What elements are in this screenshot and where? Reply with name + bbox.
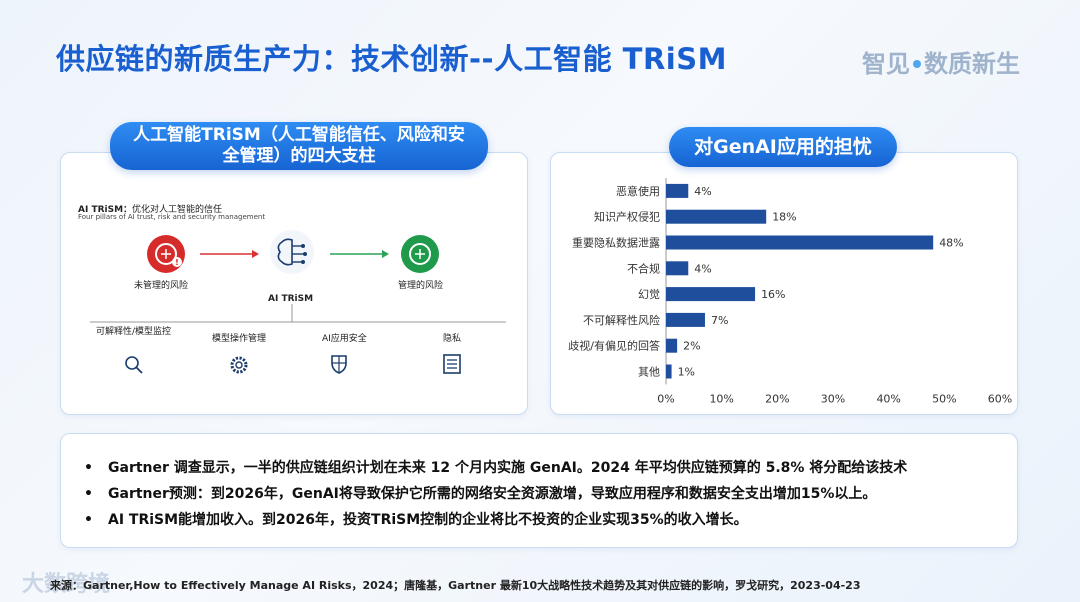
trism-pillars-pill: 人工智能TRiSM（人工智能信任、风险和安 全管理）的四大支柱 xyxy=(110,122,488,170)
chart-x-tick: 40% xyxy=(876,392,900,405)
chart-value-label: 4% xyxy=(694,262,711,275)
chart-bar xyxy=(666,183,689,198)
gear-icon xyxy=(230,356,248,374)
genai-concerns-chart: 恶意使用 4% 知识产权侵犯 18% 重要隐私数据泄露 48% 不合规 4% 幻觉 16% 不可解释… xyxy=(568,178,1012,405)
bullet-list: Gartner 调查显示，一半的供应链组织计划在未来 12 个月内实施 GenA… xyxy=(84,455,1004,533)
chart-x-tick: 30% xyxy=(821,392,845,405)
red-arrow-icon xyxy=(200,250,259,258)
node-managed-risk: 管理的风险 xyxy=(398,281,444,291)
bullet-item: Gartner预测：到2026年，GenAI将导致保护它所需的网络安全资源激增，… xyxy=(84,481,1004,507)
chart-bar xyxy=(666,209,767,224)
svg-text:!: ! xyxy=(175,258,179,267)
chart-bar xyxy=(666,235,934,250)
page-title: 供应链的新质生产力：技术创新--人工智能 TRiSM xyxy=(56,42,727,76)
chart-category-label: 恶意使用 xyxy=(616,184,660,198)
chart-bar xyxy=(666,364,672,379)
chart-x-tick: 0% xyxy=(657,392,674,405)
trism-heading: AI TRiSM：优化对人工智能的信任 xyxy=(78,202,222,215)
chart-value-label: 4% xyxy=(694,185,711,198)
watermark: 大数跨境 xyxy=(22,572,111,597)
chart-x-tick: 60% xyxy=(988,392,1012,405)
chart-x-tick: 10% xyxy=(709,392,733,405)
chart-value-label: 2% xyxy=(683,340,700,353)
chart-category-label: 不可解释性风险 xyxy=(583,313,660,327)
trism-pillars-card xyxy=(60,152,528,415)
list-icon xyxy=(443,354,461,374)
node-unmanaged-risk: 未管理的风险 xyxy=(134,281,189,291)
bullet-item: AI TRiSM能增加收入。到2026年，投资TRiSM控制的企业将比不投资的企… xyxy=(84,507,1004,533)
chart-value-label: 1% xyxy=(678,366,695,379)
chart-x-tick: 20% xyxy=(765,392,789,405)
pill-line-2: 全管理）的四大支柱 xyxy=(222,146,376,166)
chart-category-label: 重要隐私数据泄露 xyxy=(572,236,660,250)
chart-category-label: 幻觉 xyxy=(638,288,660,301)
chart-bar xyxy=(666,312,705,327)
pillar-label-ai-security: AI应用安全 xyxy=(322,334,367,344)
trism-diagram: ! xyxy=(90,230,506,374)
node-ai-trism: AI TRiSM xyxy=(268,294,314,304)
pillar-label-explainability: 可解释性/模型监控 xyxy=(96,327,172,337)
genai-concerns-pill: 对GenAI应用的担忧 xyxy=(669,127,897,167)
chart-bar xyxy=(666,287,756,302)
green-arrow-icon xyxy=(330,250,389,258)
managed-risk-icon xyxy=(401,235,439,273)
ai-brain-icon xyxy=(270,230,314,274)
shield-icon xyxy=(331,355,347,374)
pillar-label-modelops: 模型操作管理 xyxy=(212,334,267,344)
chart-bar xyxy=(666,338,678,353)
chart-bar xyxy=(666,261,689,276)
chart-value-label: 48% xyxy=(939,237,963,250)
pill-line-1: 人工智能TRiSM（人工智能信任、风险和安 xyxy=(133,125,465,145)
brand-logo: 智见 数质新生 xyxy=(862,44,1020,79)
source-note: 来源：Gartner,How to Effectively Manage AI … xyxy=(50,579,861,592)
trism-subheading: Four pillars of AI trust, risk and secur… xyxy=(78,213,266,221)
pillar-label-privacy: 隐私 xyxy=(443,334,462,344)
bullet-item: Gartner 调查显示，一半的供应链组织计划在未来 12 个月内实施 GenA… xyxy=(84,455,1004,481)
chart-category-label: 歧视/有偏见的回答 xyxy=(568,339,660,353)
chart-category-label: 不合规 xyxy=(627,261,660,275)
chart-value-label: 16% xyxy=(761,288,785,301)
unmanaged-risk-icon: ! xyxy=(147,235,185,273)
search-icon xyxy=(125,356,143,374)
brand-left: 智见 xyxy=(862,50,910,78)
chart-category-label: 知识产权侵犯 xyxy=(594,210,660,224)
brand-dot-icon xyxy=(913,59,921,68)
trism-heading-bold: AI TRiSM： xyxy=(78,205,133,215)
chart-value-label: 7% xyxy=(711,314,728,327)
chart-value-label: 18% xyxy=(772,211,796,224)
chart-category-label: 其他 xyxy=(638,366,660,379)
brand-right: 数质新生 xyxy=(924,50,1020,78)
trism-heading-rest: 优化对人工智能的信任 xyxy=(132,205,223,215)
genai-concerns-card xyxy=(550,152,1018,415)
chart-x-tick: 50% xyxy=(932,392,956,405)
